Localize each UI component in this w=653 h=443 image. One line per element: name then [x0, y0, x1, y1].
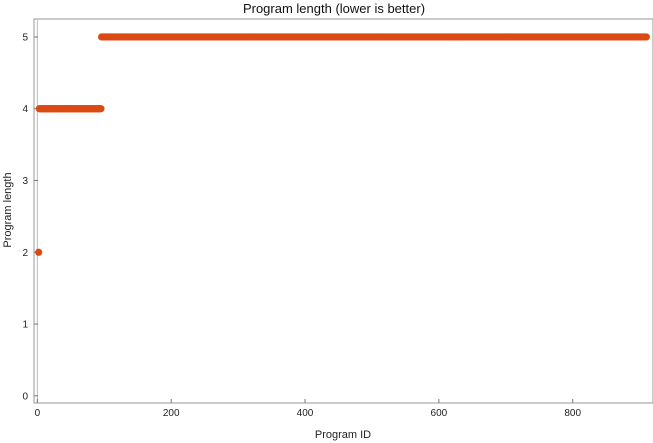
x-tick-label: 800 [564, 408, 581, 419]
x-tick-label: 0 [35, 408, 41, 419]
x-axis-label: Program ID [315, 429, 371, 441]
data-point [642, 33, 650, 41]
chart-title: Program length (lower is better) [243, 1, 425, 16]
x-tick-label: 400 [297, 408, 314, 419]
y-tick-label: 3 [22, 176, 28, 187]
x-tick-label: 600 [431, 408, 448, 419]
data-point [35, 248, 43, 256]
plot-frame [33, 18, 653, 404]
y-tick-label: 1 [22, 320, 28, 331]
x-tick-label: 200 [163, 408, 180, 419]
y-tick-label: 5 [22, 32, 28, 43]
y-tick-label: 4 [22, 104, 28, 115]
y-axis-label: Program length [2, 172, 14, 247]
data-point [97, 105, 105, 113]
y-tick-label: 2 [22, 248, 28, 259]
y-tick-label: 0 [22, 391, 28, 402]
